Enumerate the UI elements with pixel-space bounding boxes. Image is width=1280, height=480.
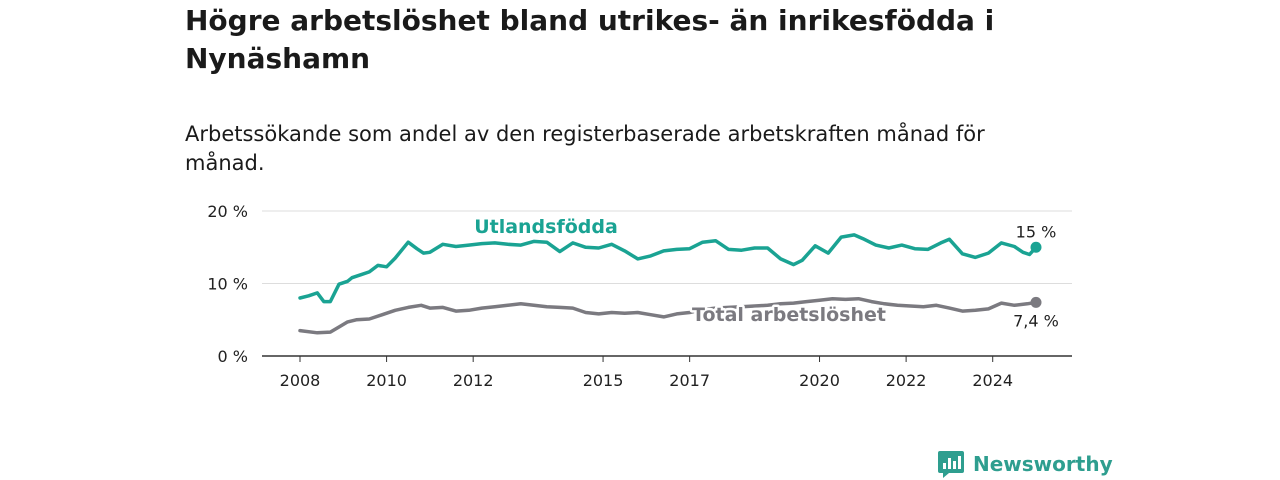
y-tick-label: 10 %: [207, 275, 248, 294]
series-line-0: [298, 233, 1038, 304]
series-end-value-label: 7,4 %: [1013, 311, 1059, 330]
x-tick-label: 2010: [366, 371, 407, 390]
x-axis-ticks: 2008 2010 2012 2015 2017 2020 2022 2024: [280, 356, 1013, 390]
y-tick-label: 0 %: [218, 347, 248, 366]
x-tick-label: 2017: [669, 371, 710, 390]
chart-title: Högre arbetslöshet bland utrikes- än inr…: [185, 4, 995, 75]
series-end-point: [1030, 241, 1042, 253]
y-tick-label: 20 %: [207, 202, 248, 221]
line-chart: 0 % 10 % 20 % 2008 2010 2012 2015 2017 2020 2022…: [207, 202, 1072, 390]
chart-subtitle: Arbetssökande som andel av den registerb…: [185, 122, 985, 175]
x-tick-label: 2024: [972, 371, 1013, 390]
y-axis-ticks: 0 % 10 % 20 %: [207, 202, 248, 366]
newsworthy-logo-icon: [938, 451, 964, 478]
x-tick-label: 2015: [583, 371, 624, 390]
x-tick-label: 2008: [280, 371, 321, 390]
series-name-label: Utlandsfödda: [474, 216, 618, 238]
series-group: Utlandsfödda Total arbetslöshet 15 % 7,4 %: [298, 214, 1061, 335]
series-end-point: [1030, 296, 1042, 308]
brand-name: Newsworthy: [973, 452, 1113, 476]
series-end-value-label: 15 %: [1016, 222, 1057, 241]
series-line-1: [298, 296, 1038, 335]
x-tick-label: 2022: [886, 371, 927, 390]
brand-logo: Newsworthy: [937, 448, 1113, 480]
gridlines: [262, 210, 1072, 284]
series-name-label: Total arbetslöshet: [692, 304, 886, 326]
x-tick-label: 2012: [453, 371, 494, 390]
x-tick-label: 2020: [799, 371, 840, 390]
